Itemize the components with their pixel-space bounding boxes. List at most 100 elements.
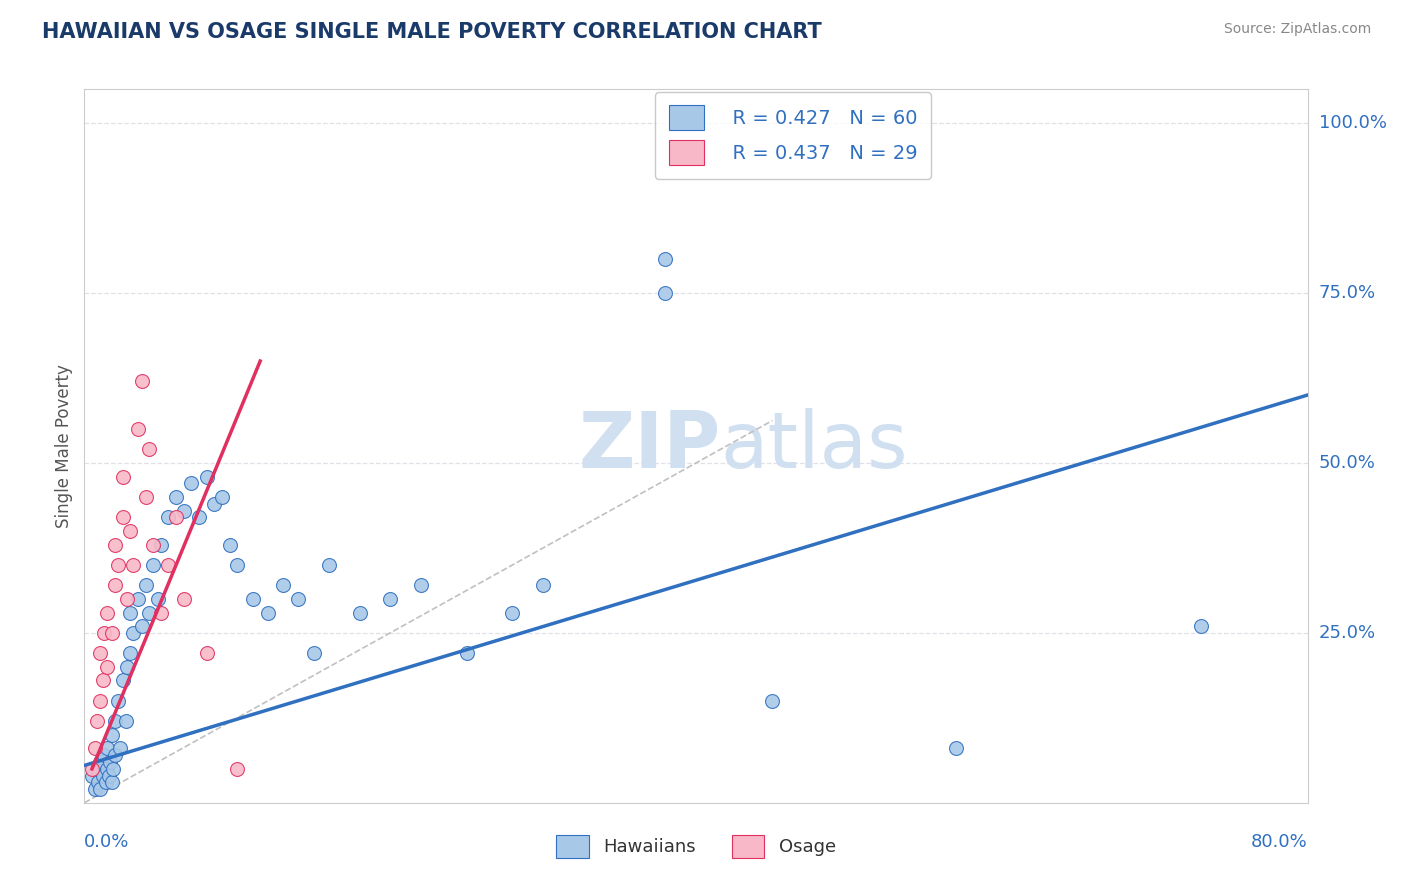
Point	[80, 762, 103, 776]
Point	[131, 619, 153, 633]
Point	[96, 606, 118, 620]
Point	[165, 490, 187, 504]
Point	[456, 646, 478, 660]
Point	[89, 782, 111, 797]
Point	[120, 606, 142, 620]
Point	[502, 606, 524, 620]
Y-axis label: Single Male Poverty: Single Male Poverty	[55, 364, 73, 528]
Point	[142, 537, 165, 551]
Point	[94, 775, 117, 789]
Point	[945, 741, 967, 756]
Point	[211, 490, 233, 504]
Point	[135, 490, 157, 504]
Point	[226, 762, 249, 776]
Point	[380, 591, 402, 606]
Point	[122, 626, 145, 640]
Point	[114, 714, 136, 729]
Point	[761, 694, 783, 708]
Point	[195, 469, 218, 483]
Point	[654, 252, 676, 266]
Point	[108, 741, 131, 756]
Point	[157, 558, 180, 572]
Point	[111, 510, 134, 524]
Point	[173, 503, 195, 517]
Point	[531, 578, 554, 592]
Point	[96, 660, 118, 674]
Point	[120, 646, 142, 660]
Point	[165, 510, 187, 524]
Point	[135, 578, 157, 592]
Point	[149, 606, 172, 620]
Point	[188, 510, 211, 524]
Point	[138, 606, 160, 620]
Point	[173, 591, 195, 606]
Point	[84, 782, 107, 797]
Text: 100.0%: 100.0%	[1319, 114, 1386, 132]
Point	[111, 673, 134, 688]
Point	[104, 714, 127, 729]
Point	[195, 646, 218, 660]
Point	[86, 762, 108, 776]
Point	[349, 606, 371, 620]
Point	[91, 673, 114, 688]
Point	[318, 558, 340, 572]
Point	[218, 537, 240, 551]
Point	[122, 558, 145, 572]
Point	[93, 748, 115, 763]
Text: 75.0%: 75.0%	[1319, 284, 1376, 302]
Point	[98, 755, 121, 769]
Point	[104, 578, 127, 592]
Point	[271, 578, 294, 592]
Point	[89, 755, 111, 769]
Point	[115, 591, 138, 606]
Point	[87, 775, 110, 789]
Point	[101, 626, 124, 640]
Point	[107, 558, 129, 572]
Point	[104, 537, 127, 551]
Text: 50.0%: 50.0%	[1319, 454, 1375, 472]
Point	[1189, 619, 1212, 633]
Point	[142, 558, 165, 572]
Point	[146, 591, 169, 606]
Point	[111, 469, 134, 483]
Text: ZIP: ZIP	[578, 408, 720, 484]
Point	[138, 442, 160, 457]
Point	[242, 591, 264, 606]
Point	[202, 497, 225, 511]
Point	[302, 646, 325, 660]
Point	[93, 626, 115, 640]
Point	[127, 422, 149, 436]
Text: HAWAIIAN VS OSAGE SINGLE MALE POVERTY CORRELATION CHART: HAWAIIAN VS OSAGE SINGLE MALE POVERTY CO…	[42, 22, 823, 42]
Point	[287, 591, 309, 606]
Point	[115, 660, 138, 674]
Point	[409, 578, 432, 592]
Text: 0.0%: 0.0%	[84, 833, 129, 851]
Point	[149, 537, 172, 551]
Text: 80.0%: 80.0%	[1251, 833, 1308, 851]
Point	[103, 762, 125, 776]
Point	[89, 646, 111, 660]
Legend: Hawaiians, Osage: Hawaiians, Osage	[548, 828, 844, 865]
Point	[104, 748, 127, 763]
Point	[226, 558, 249, 572]
Point	[80, 769, 103, 783]
Point	[180, 476, 202, 491]
Point	[101, 775, 124, 789]
Point	[157, 510, 180, 524]
Text: Source: ZipAtlas.com: Source: ZipAtlas.com	[1223, 22, 1371, 37]
Text: 25.0%: 25.0%	[1319, 624, 1376, 642]
Point	[86, 714, 108, 729]
Point	[654, 286, 676, 301]
Point	[89, 694, 111, 708]
Text: atlas: atlas	[720, 408, 908, 484]
Point	[84, 741, 107, 756]
Point	[257, 606, 280, 620]
Point	[91, 769, 114, 783]
Point	[101, 728, 124, 742]
Point	[107, 694, 129, 708]
Point	[131, 375, 153, 389]
Point	[96, 741, 118, 756]
Point	[120, 524, 142, 538]
Point	[96, 762, 118, 776]
Point	[97, 769, 120, 783]
